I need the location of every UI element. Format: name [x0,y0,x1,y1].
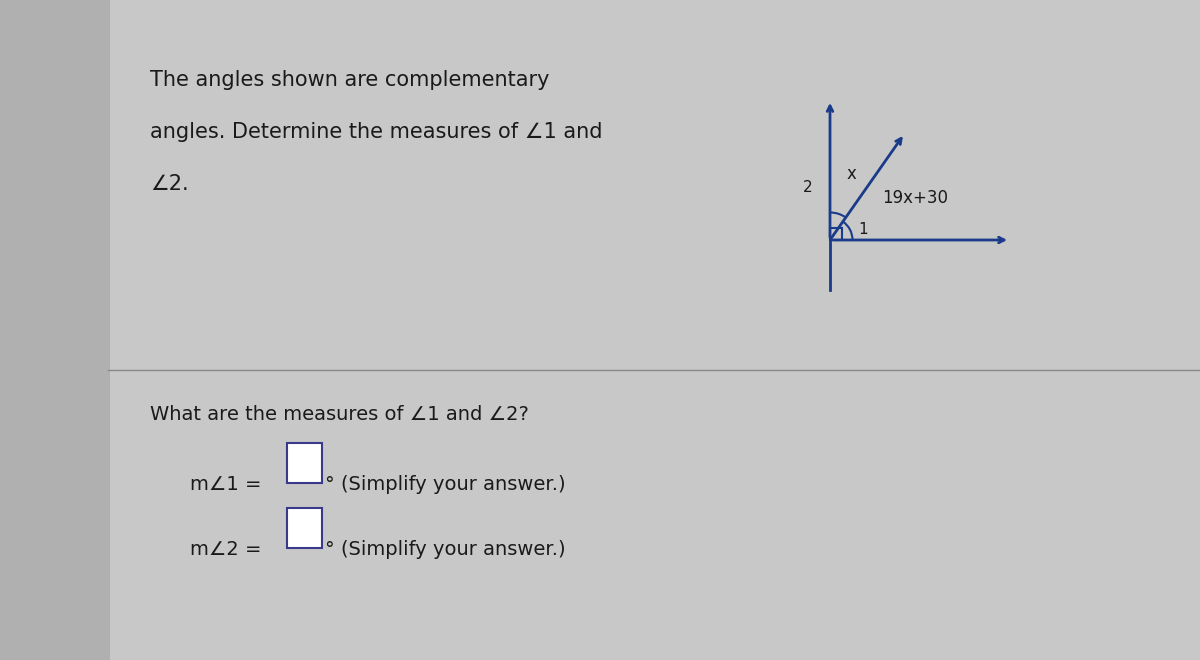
Text: m∠1 =: m∠1 = [190,475,262,494]
Text: m∠2 =: m∠2 = [190,540,262,559]
Text: angles. Determine the measures of ∠1 and: angles. Determine the measures of ∠1 and [150,122,602,142]
Text: 19x+30: 19x+30 [882,189,948,207]
Text: What are the measures of ∠1 and ∠2?: What are the measures of ∠1 and ∠2? [150,405,529,424]
FancyBboxPatch shape [287,508,322,548]
Text: ° (Simplify your answer.): ° (Simplify your answer.) [325,540,565,559]
Text: 1: 1 [858,222,868,238]
Text: ° (Simplify your answer.): ° (Simplify your answer.) [325,475,565,494]
Text: 2: 2 [803,180,812,195]
Text: The angles shown are complementary: The angles shown are complementary [150,70,550,90]
Text: x: x [847,165,857,183]
Text: ∠2.: ∠2. [150,174,188,194]
Bar [830,228,842,240]
FancyBboxPatch shape [110,0,1200,660]
FancyBboxPatch shape [287,443,322,483]
